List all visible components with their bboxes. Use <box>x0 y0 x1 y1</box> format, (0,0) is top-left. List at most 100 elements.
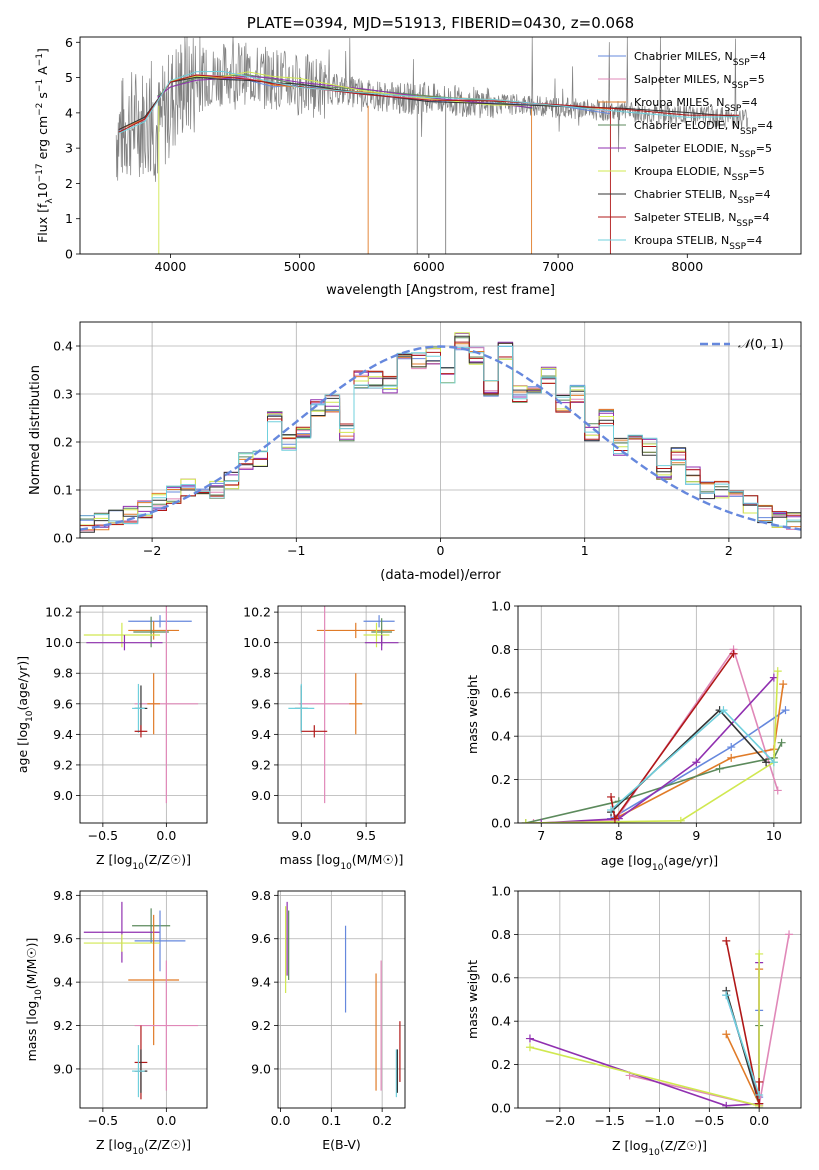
legend-entry-part: SSP <box>733 58 750 68</box>
error-bar-point <box>128 914 180 1046</box>
error-bar-point <box>83 622 161 648</box>
error-bar-point <box>298 606 351 804</box>
x-tick-label: 4000 <box>155 259 187 274</box>
x-tick-label: 0.1 <box>321 1113 341 1128</box>
legend-entry-part: Kroupa MILES, N <box>634 96 724 109</box>
y-tick-label: 10.0 <box>45 635 73 650</box>
error-bar-point <box>147 673 161 735</box>
y-tick-label: 9.8 <box>251 666 271 681</box>
spectrum-plot-area <box>115 37 749 254</box>
y-tick-label: 5 <box>65 70 73 85</box>
x-tick-label: −1 <box>287 543 305 558</box>
weight-line <box>610 709 775 811</box>
chart-title: PLATE=0394, MJD=51913, FIBERID=0430, z=0… <box>247 14 634 32</box>
y-tick-label: 2 <box>65 176 73 191</box>
y-tick-label: 0.6 <box>491 685 511 700</box>
legend-entry: 𝒩(0, 1) <box>738 336 784 351</box>
y-axis-label-part: log <box>15 722 30 741</box>
legend-entry: Chabrier MILES, NSSP=4 <box>634 50 766 68</box>
weight-marker <box>676 816 685 823</box>
y-tick-label: 0.2 <box>491 772 511 787</box>
axes-spectrum: 4000 5000 6000 7000 8000 0 1 2 3 4 5 6 <box>65 35 703 274</box>
weight-marker <box>607 792 616 801</box>
frame-weight-vs-age <box>517 605 802 824</box>
weight-marker <box>722 1030 731 1039</box>
y-tick-label: 0.6 <box>491 970 511 985</box>
legend-entry-part: SSP <box>739 150 756 160</box>
error-bar-point <box>128 615 192 628</box>
weight-marker <box>785 930 794 939</box>
error-bar-point <box>134 606 199 804</box>
x-tick-label: −0.5 <box>88 828 118 843</box>
legend-entry-part: Salpeter ELODIE, N <box>634 142 739 155</box>
y-tick-label: 0.0 <box>53 531 73 546</box>
error-bar-point <box>363 622 390 648</box>
y-tick-label: 1.0 <box>491 599 511 614</box>
x-tick-label: −0.5 <box>88 1113 118 1128</box>
x-axis-label-part: Z [ <box>96 1137 113 1152</box>
y-tick-label: 9.4 <box>53 975 73 990</box>
weight-marker <box>779 680 788 689</box>
x-tick-label: −2 <box>143 543 161 558</box>
x-axis-label-part: log <box>633 853 652 868</box>
x-axis-label-part: 10 <box>132 1147 144 1157</box>
legend-entry-part: SSP <box>740 127 757 137</box>
x-axis-label-part: E(B-V) <box>322 1137 361 1152</box>
weight-vs-Z-plot-area <box>525 930 794 1108</box>
weight-vs-age-plot-area <box>521 645 790 823</box>
weight-marker <box>715 764 724 773</box>
x-tick-label: 0 <box>437 543 445 558</box>
model-spectrum-line <box>118 74 740 133</box>
axes-age-vs-Z: −0.5 0.0 9.0 9.2 9.4 9.6 9.8 10.0 10.2 <box>45 605 207 843</box>
y-tick-label: 0.1 <box>53 483 73 498</box>
x-tick-label: 8 <box>615 828 623 843</box>
y-tick-label: 9.8 <box>251 888 271 903</box>
x-tick-label: −1.5 <box>594 1113 624 1128</box>
weight-marker <box>755 1090 764 1099</box>
error-bar-point <box>349 673 363 735</box>
weight-marker <box>537 819 546 823</box>
error-bar-point <box>83 901 161 963</box>
legend-entry-part: SSP <box>724 104 741 114</box>
y-tick-label: 0.0 <box>491 816 511 831</box>
x-axis-label-part: (age/yr)] <box>663 853 718 868</box>
y-tick-label: 9.8 <box>53 666 73 681</box>
x-axis-label-part: mass [ <box>280 852 322 867</box>
error-bar-point <box>364 635 399 651</box>
gaussian-curve <box>80 345 801 531</box>
y-tick-label: 9.0 <box>251 1061 271 1076</box>
x-axis-label: wavelength [Angstrom, rest frame] <box>326 283 555 298</box>
x-axis-label: E(B-V) <box>322 1137 361 1152</box>
legend-entry-part: =4 <box>750 50 766 63</box>
weight-marker <box>727 743 736 752</box>
y-axis-label-part: s <box>35 92 50 103</box>
legend-entry: Salpeter MILES, NSSP=5 <box>634 73 765 91</box>
weight-marker <box>525 1034 534 1043</box>
x-tick-label: 0.0 <box>271 1113 291 1128</box>
x-axis-label-part: (Z/Z☉)] <box>660 1138 707 1153</box>
weight-marker <box>722 1101 731 1108</box>
error-bar-point <box>132 908 171 944</box>
y-tick-label: 10.0 <box>243 635 271 650</box>
legend-entry: Kroupa STELIB, NSSP=4 <box>634 234 762 252</box>
legend: 𝒩(0, 1) <box>700 336 784 351</box>
legend-entry-part: =4 <box>754 188 770 201</box>
x-tick-label: 0.0 <box>156 828 176 843</box>
error-bar-point <box>132 683 145 733</box>
x-tick-label: 0.2 <box>372 1113 392 1128</box>
x-axis-label-part: 10 <box>652 863 664 873</box>
x-tick-label: 6000 <box>413 259 445 274</box>
weight-marker <box>722 936 731 945</box>
y-tick-label: 9.8 <box>53 888 73 903</box>
error-bar-point <box>134 960 199 1091</box>
age-vs-mass-plot-area <box>288 606 399 804</box>
frame-weight-vs-Z <box>517 890 802 1109</box>
legend-entry-part: Chabrier MILES, N <box>634 50 733 63</box>
y-tick-label: 0.8 <box>491 642 511 657</box>
y-axis-label-part: −1 <box>35 79 45 92</box>
x-tick-label: 0.0 <box>749 1113 769 1128</box>
y-tick-label: 9.6 <box>251 931 271 946</box>
y-tick-label: 9.2 <box>53 757 73 772</box>
weight-marker <box>610 814 619 823</box>
